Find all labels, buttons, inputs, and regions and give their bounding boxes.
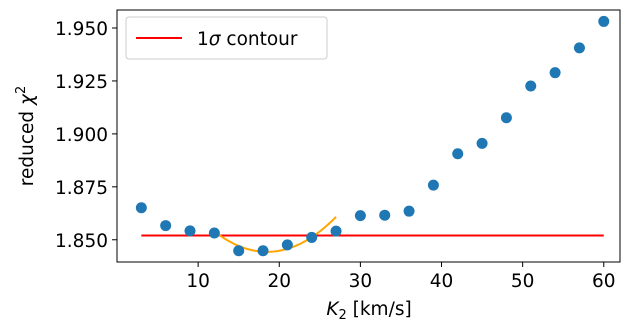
data-point bbox=[452, 148, 464, 160]
data-point bbox=[306, 231, 318, 243]
legend-box bbox=[125, 16, 328, 60]
data-point bbox=[573, 42, 585, 54]
data-point bbox=[525, 80, 537, 92]
axes-frame bbox=[116, 9, 621, 263]
data-point bbox=[379, 209, 391, 221]
data-point bbox=[281, 239, 293, 251]
legend-label-prefix: 1 bbox=[197, 29, 209, 50]
fit-curve bbox=[213, 216, 337, 253]
data-point bbox=[160, 220, 172, 232]
x-axis-label-subscript: 2 bbox=[338, 308, 346, 320]
data-point bbox=[500, 112, 512, 124]
data-point bbox=[135, 202, 147, 214]
y-axis-label-superscript: 2 bbox=[14, 86, 29, 94]
y-tick-label: 1.900 bbox=[55, 125, 108, 146]
y-axis-ticks: 1.850 1.875 1.900 1.925 1.950 bbox=[55, 19, 117, 252]
data-point bbox=[476, 137, 488, 149]
x-tick-label: 60 bbox=[592, 271, 616, 292]
x-tick-label: 10 bbox=[186, 271, 210, 292]
fit-curve-layer bbox=[213, 216, 337, 253]
y-tick-label: 1.875 bbox=[55, 178, 108, 199]
data-point bbox=[208, 227, 220, 239]
data-points bbox=[135, 15, 610, 257]
x-tick-label: 20 bbox=[267, 271, 291, 292]
x-axis-label: K2 [km/s] bbox=[326, 299, 411, 320]
data-point bbox=[233, 245, 245, 257]
y-axis-label: reduced χ2 bbox=[14, 86, 38, 186]
data-point bbox=[330, 225, 342, 237]
x-axis-ticks: 10 20 30 40 50 60 bbox=[186, 262, 616, 292]
y-axis-label-symbol: χ bbox=[17, 93, 38, 106]
x-tick-label: 50 bbox=[511, 271, 535, 292]
legend-label-symbol: σ bbox=[209, 29, 222, 50]
y-tick-label: 1.850 bbox=[55, 231, 108, 252]
x-tick-label: 40 bbox=[430, 271, 454, 292]
legend-label-suffix: contour bbox=[221, 29, 298, 50]
data-point bbox=[598, 15, 610, 27]
data-point bbox=[427, 179, 439, 191]
y-tick-label: 1.950 bbox=[55, 19, 108, 40]
data-point bbox=[549, 67, 561, 79]
x-tick-label: 30 bbox=[349, 271, 373, 292]
data-point bbox=[257, 245, 269, 257]
plot-area-frame bbox=[116, 9, 621, 263]
y-axis-label-text: reduced bbox=[17, 105, 38, 186]
data-point bbox=[403, 205, 415, 217]
data-point bbox=[354, 210, 366, 222]
x-axis-label-symbol: K bbox=[326, 299, 340, 320]
legend-label-contour: 1σ contour bbox=[197, 29, 298, 50]
legend: 1σ contour bbox=[125, 16, 328, 60]
data-point bbox=[184, 225, 196, 237]
y-tick-label: 1.925 bbox=[55, 72, 108, 93]
x-axis-label-unit: [km/s] bbox=[347, 299, 412, 320]
